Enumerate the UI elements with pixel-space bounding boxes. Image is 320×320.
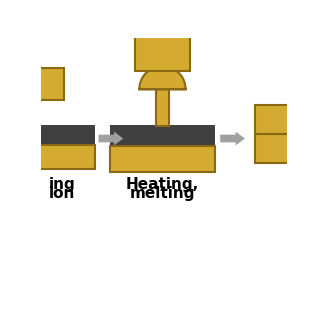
FancyArrow shape [220,132,245,145]
Bar [110,146,215,172]
Bar [39,68,64,100]
Bar [255,105,290,134]
Text: Heating,: Heating, [126,177,199,192]
Text: melting: melting [130,186,195,201]
Bar [39,124,95,146]
Bar [156,89,169,126]
Text: ing: ing [49,177,76,192]
Polygon shape [140,66,186,89]
Bar [255,134,290,163]
Bar [135,31,190,71]
Bar [110,124,215,148]
Bar [39,145,95,169]
FancyArrow shape [99,132,123,145]
Text: ion: ion [49,186,76,201]
Text: 2: 2 [157,48,171,67]
